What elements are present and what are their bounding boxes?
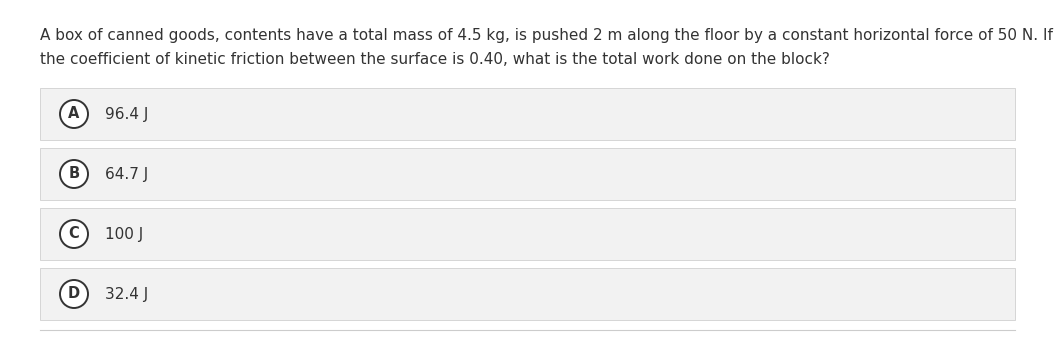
Text: B: B bbox=[69, 167, 79, 182]
Ellipse shape bbox=[60, 160, 88, 188]
FancyBboxPatch shape bbox=[40, 88, 1015, 140]
Text: 32.4 J: 32.4 J bbox=[106, 287, 149, 301]
FancyBboxPatch shape bbox=[40, 148, 1015, 200]
Text: A box of canned goods, contents have a total mass of 4.5 kg, is pushed 2 m along: A box of canned goods, contents have a t… bbox=[40, 28, 1053, 43]
Text: the coefficient of kinetic friction between the surface is 0.40, what is the tot: the coefficient of kinetic friction betw… bbox=[40, 52, 830, 67]
FancyBboxPatch shape bbox=[40, 208, 1015, 260]
Text: 64.7 J: 64.7 J bbox=[106, 167, 149, 182]
Ellipse shape bbox=[60, 280, 88, 308]
Ellipse shape bbox=[60, 220, 88, 248]
Text: D: D bbox=[68, 287, 80, 301]
Text: A: A bbox=[69, 106, 80, 121]
Text: 96.4 J: 96.4 J bbox=[106, 106, 149, 121]
FancyBboxPatch shape bbox=[40, 268, 1015, 320]
Text: 100 J: 100 J bbox=[106, 226, 143, 241]
Text: C: C bbox=[69, 226, 79, 241]
Ellipse shape bbox=[60, 100, 88, 128]
